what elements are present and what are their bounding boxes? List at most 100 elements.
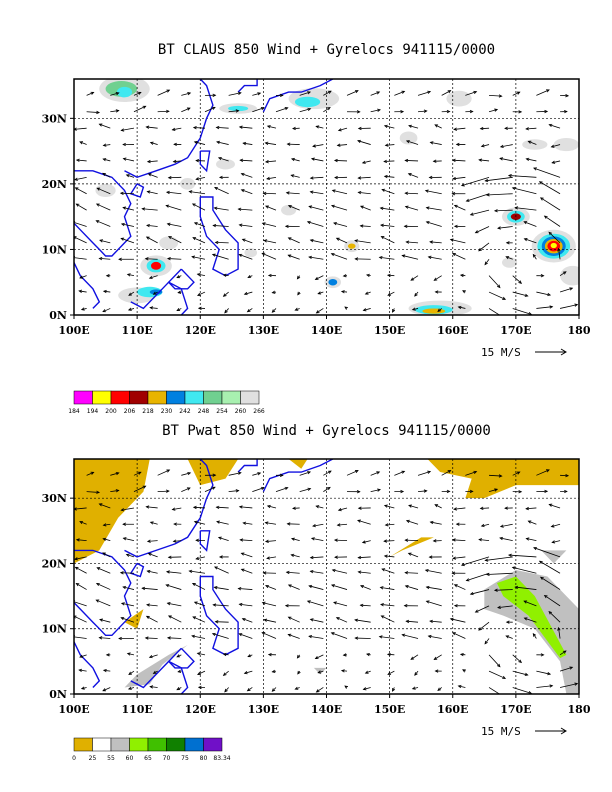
wind-arrow (381, 615, 395, 623)
wind-arrow (223, 670, 229, 676)
x-tick-label: 120E (185, 324, 216, 337)
wind-arrow-head (193, 520, 198, 524)
x-tick-label: 180 (568, 703, 591, 716)
wind-arrow-head (539, 576, 544, 581)
wind-arrow (316, 125, 324, 129)
colorbar-swatch (166, 737, 186, 752)
wind-arrow (465, 91, 477, 96)
wind-arrow-head (102, 668, 107, 673)
wind-arrow (559, 304, 578, 309)
wind-arrow-head (262, 571, 267, 575)
wind-arrow-head (172, 539, 177, 543)
wind-arrow-head (434, 669, 439, 673)
wind-arrow-head (425, 206, 430, 210)
wind-arrow (384, 540, 395, 542)
wind-arrow-head (427, 255, 432, 259)
wind-arrow (536, 291, 551, 296)
wind-arrow-head (400, 110, 405, 114)
wind-arrow-head (144, 636, 149, 640)
wind-arrow (540, 197, 561, 211)
wind-arrow (197, 670, 206, 675)
x-tick-label: 150E (374, 703, 405, 716)
wind-arrow-head (294, 686, 299, 690)
wind-arrow-head (484, 261, 488, 266)
wind-arrow (309, 585, 324, 590)
wind-arrow (103, 669, 111, 672)
wind-arrow-head (460, 183, 465, 187)
wind-arrow (488, 109, 498, 113)
wind-arrow-head (287, 254, 292, 258)
wind-arrow (480, 127, 490, 130)
wind-arrow (408, 125, 419, 129)
wind-arrow (228, 110, 239, 113)
wind-arrow (425, 569, 442, 574)
wind-arrow (167, 637, 182, 639)
wind-arrow (291, 554, 300, 558)
wind-arrow-head (238, 505, 243, 509)
wind-arrow (149, 275, 158, 279)
wind-arrow-head (217, 536, 222, 540)
wind-arrow (559, 650, 567, 656)
wind-arrow-head (544, 489, 549, 494)
wind-arrow (381, 189, 395, 195)
wind-arrow (96, 583, 111, 590)
wind-arrow (299, 91, 311, 96)
wind-arrow-head (547, 672, 552, 676)
wind-arrow-head (224, 688, 228, 693)
wind-arrow (429, 241, 442, 244)
wind-arrow-head (74, 127, 77, 131)
wind-arrow-head (497, 226, 501, 230)
wind-arrow (99, 123, 111, 129)
colorbar-swatch (184, 390, 204, 405)
wind-arrow (193, 127, 206, 129)
colorbar-label: 260 (235, 408, 247, 415)
wind-arrow-head (261, 601, 266, 605)
wind-arrow-head (379, 206, 384, 210)
wind-arrow-head (357, 506, 362, 510)
wind-arrow-head (404, 585, 409, 589)
wind-arrow-head (105, 653, 110, 657)
wind-arrow-head (74, 177, 78, 181)
wind-arrow-head (400, 489, 405, 494)
wind-arrow (75, 566, 87, 574)
wind-arrow (489, 474, 502, 477)
wind-arrow-head (381, 568, 386, 572)
wind-arrow (332, 189, 348, 195)
wind-arrow (103, 290, 111, 293)
wind-arrow-head (102, 523, 107, 527)
wind-arrow (500, 144, 513, 148)
wind-arrow-head (284, 604, 289, 608)
wind-arrow (379, 256, 395, 260)
wind-arrow-head (550, 524, 555, 528)
wind-arrow-head (120, 237, 125, 241)
wind-arrow (197, 291, 206, 296)
wind-arrow (166, 584, 182, 590)
wind-arrow-head (257, 92, 262, 96)
wind-arrow-head (574, 682, 579, 686)
wind-arrow (264, 239, 277, 244)
wind-arrow (244, 670, 253, 674)
x-tick-label: 150E (374, 324, 405, 337)
wind-arrow-head (239, 158, 244, 162)
x-tick-label: 110E (121, 703, 152, 716)
wind-arrow-head (195, 159, 200, 163)
wind-arrow (488, 687, 501, 694)
wind-arrow-head (142, 105, 147, 109)
wind-arrow-head (312, 144, 316, 148)
wind-arrow-head (354, 239, 359, 243)
wind-arrow-head (212, 473, 217, 477)
wind-arrow (548, 231, 561, 244)
pwat-shading (484, 569, 579, 694)
wind-arrow (150, 521, 158, 525)
wind-arrow (417, 490, 427, 493)
wind-arrow-head (98, 256, 103, 261)
wind-arrow-head (557, 247, 561, 252)
wind-arrow-head (166, 222, 171, 226)
wind-arrow (515, 586, 537, 590)
wind-arrow (147, 191, 158, 195)
wind-arrow (430, 141, 442, 145)
pwat-shading (124, 609, 144, 629)
wind-arrow-head (330, 632, 335, 636)
wind-arrow-head (238, 223, 243, 227)
coastlines (74, 79, 334, 315)
